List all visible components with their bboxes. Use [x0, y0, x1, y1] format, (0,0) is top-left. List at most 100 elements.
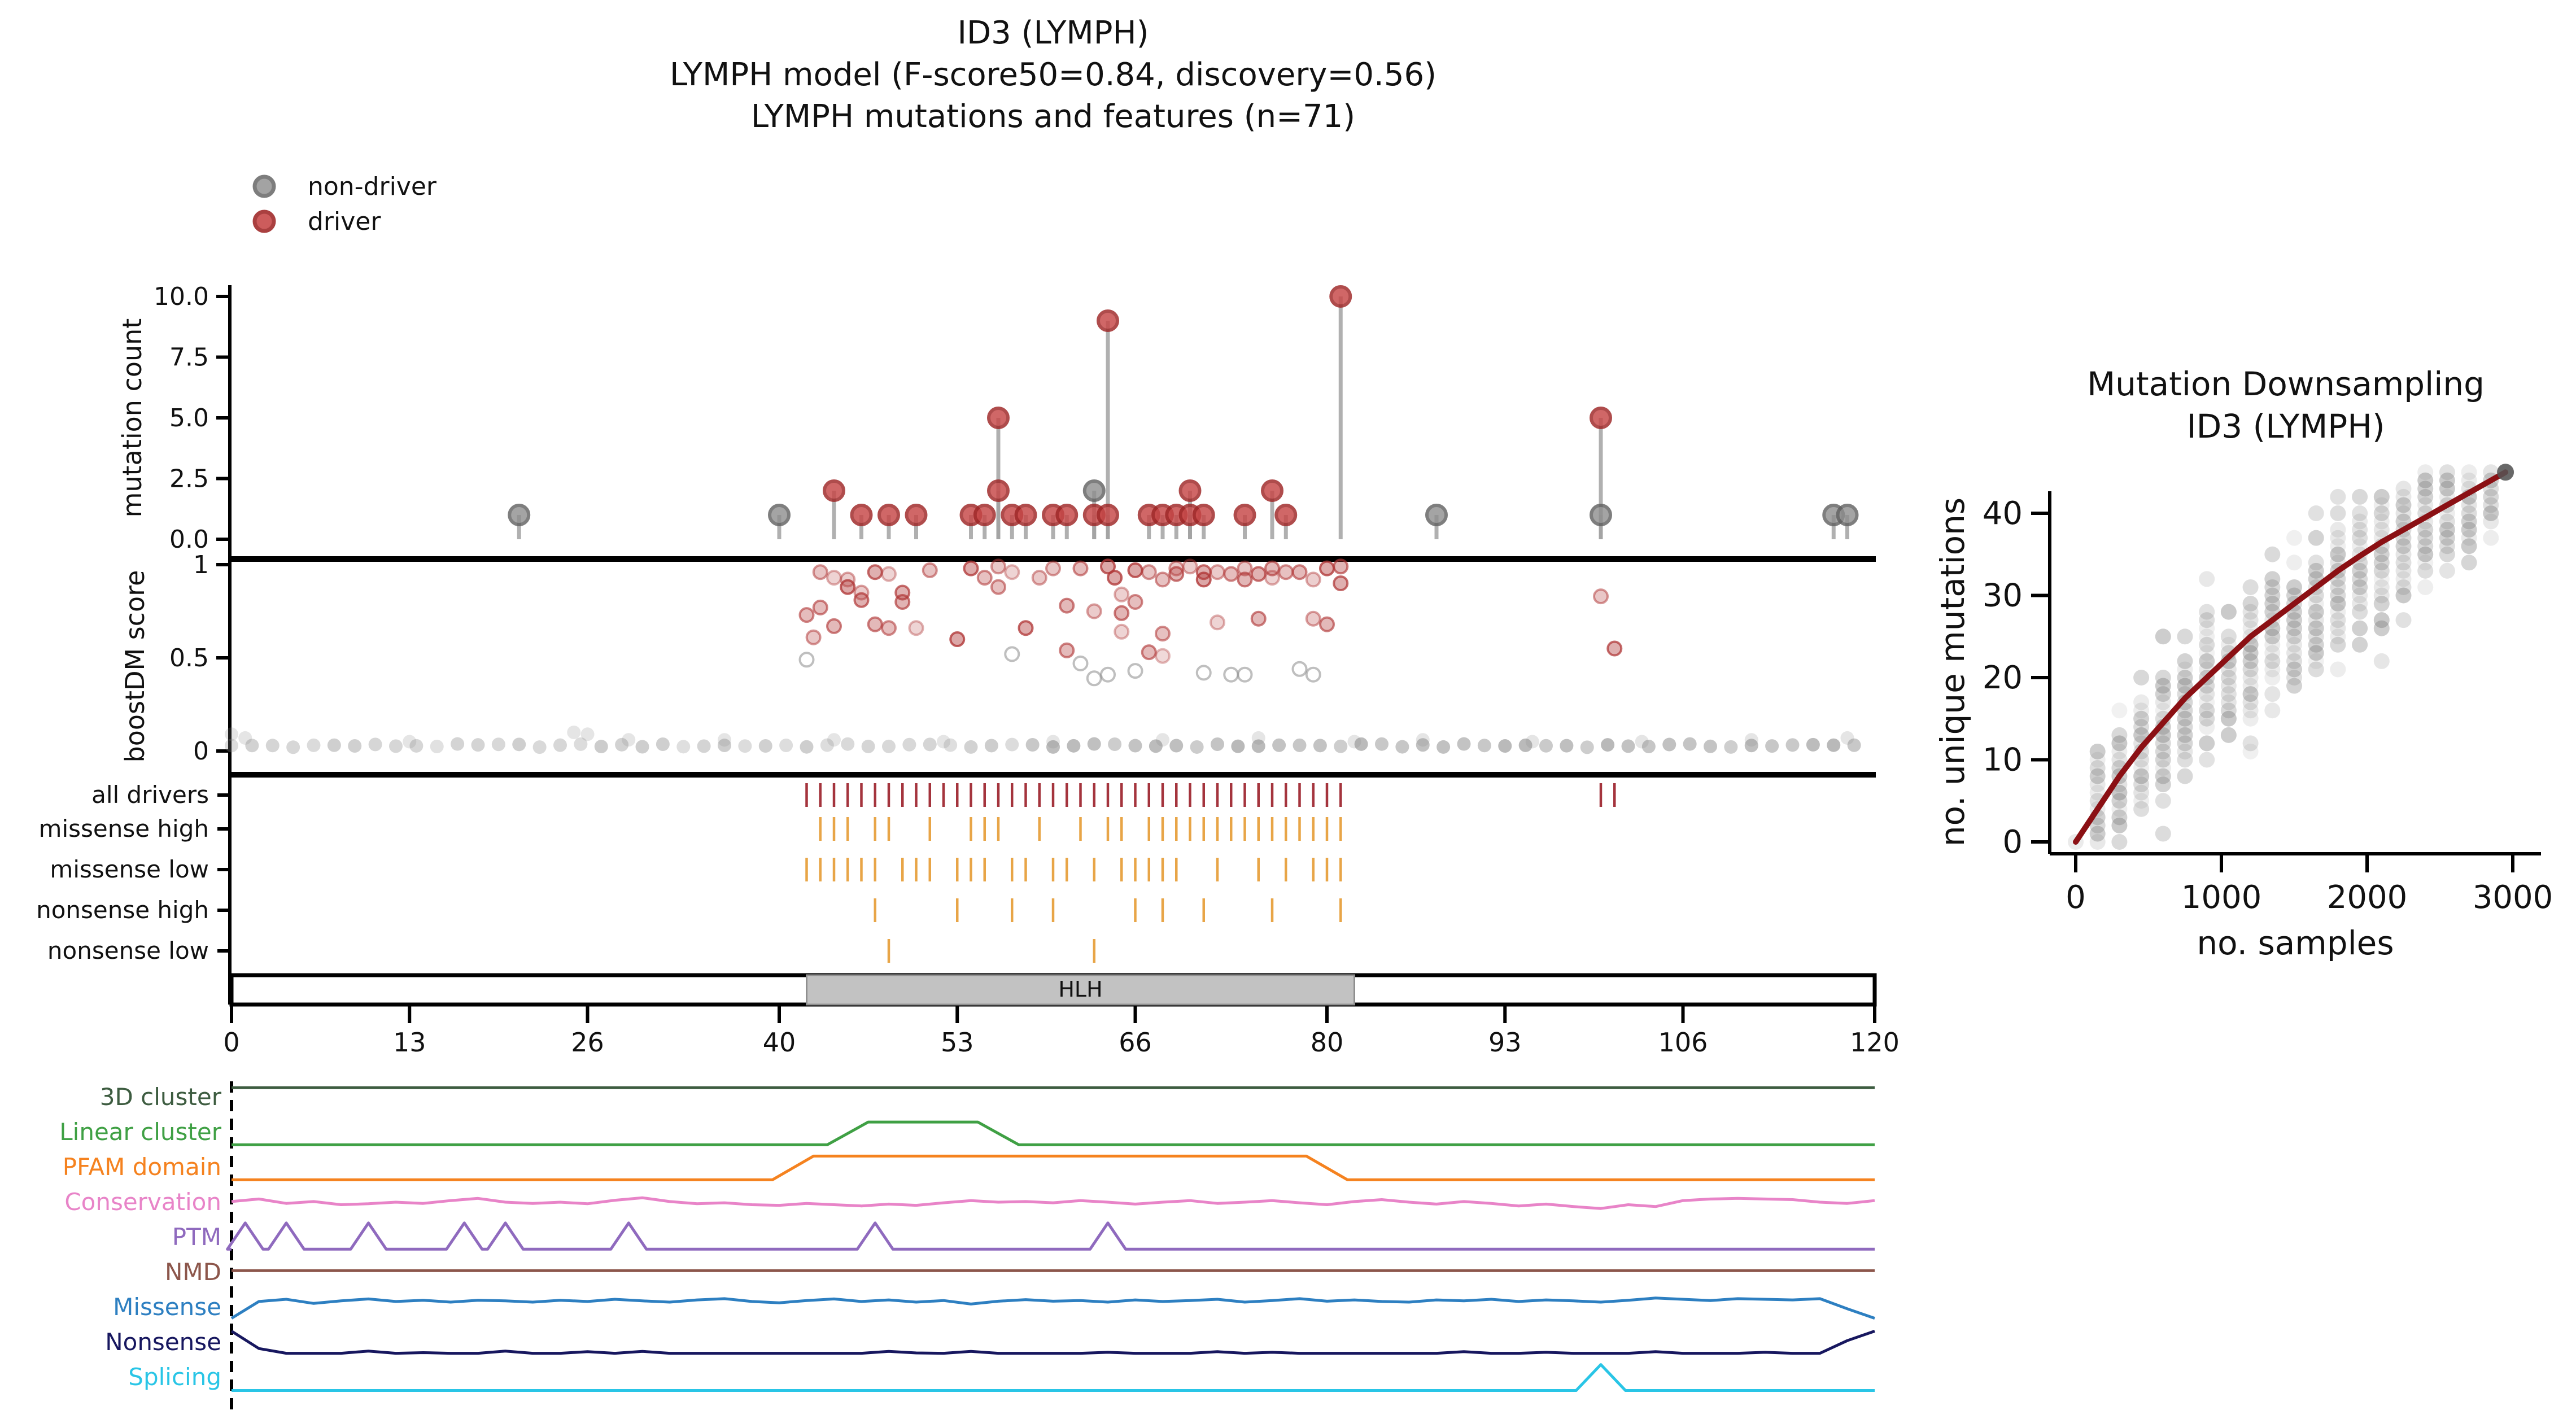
boostdm-point-driver — [867, 616, 883, 632]
boostdm-point-low — [1128, 739, 1142, 753]
boostdm-point-driver — [826, 570, 842, 586]
boostdm-point-low — [1334, 739, 1348, 753]
feature-track-label: Splicing — [128, 1363, 221, 1391]
needle-head-driver — [1178, 479, 1202, 502]
boostdm-point-low — [964, 740, 978, 754]
needle-head-non-driver — [1425, 504, 1448, 526]
downsampling-point — [2286, 636, 2302, 653]
boostdm-point-driver — [1031, 570, 1047, 586]
downsampling-point — [2242, 702, 2259, 719]
downsampling-point — [2111, 817, 2128, 833]
boostdm-point-driver — [1305, 571, 1321, 588]
downsampling-point — [2264, 645, 2281, 661]
x-axis-tick-label: 0 — [223, 1027, 239, 1058]
title-line-2: LYMPH model (F-score50=0.84, discovery=0… — [670, 56, 1437, 93]
downsampling-point — [2308, 628, 2324, 645]
downsampling-point — [2308, 596, 2324, 612]
downsampling-point — [2220, 686, 2237, 702]
boostdm-point-driver — [1059, 642, 1075, 658]
boostdm-point-low — [1662, 737, 1676, 752]
boostdm-point-driver — [826, 618, 842, 634]
boostdm-point-low — [1046, 740, 1060, 754]
downsampling-point — [2242, 710, 2259, 727]
x-axis-tick-label: 120 — [1850, 1027, 1900, 1058]
needle-head-driver — [905, 504, 928, 526]
downsampling-point — [2111, 743, 2128, 759]
x-axis-tick-label: 106 — [1658, 1027, 1708, 1058]
boostdm-point-driver — [1127, 562, 1143, 578]
boostdm-point-nondriver — [1223, 666, 1239, 683]
boostdm-point-low — [238, 731, 252, 745]
downsampling-point — [2220, 710, 2237, 727]
downsampling-point — [2330, 596, 2346, 612]
needle-head-driver — [1192, 504, 1215, 526]
boostdm-point-low — [1251, 731, 1265, 745]
downsampling-point — [2330, 612, 2346, 628]
downsampling-point — [2439, 546, 2455, 562]
downsampling-point — [2111, 735, 2128, 752]
boostdm-point-driver — [798, 607, 815, 623]
downsampling-point — [2111, 727, 2128, 743]
downsampling-point — [2395, 562, 2412, 579]
boostdm-point-nondriver — [1305, 666, 1321, 683]
boostdm-point-driver — [908, 620, 924, 636]
downsampling-point — [2242, 612, 2259, 628]
downsampling-point — [2286, 661, 2302, 678]
downsampling-point — [2155, 735, 2171, 752]
feature-track-line — [230, 1296, 1875, 1320]
downsampling-point — [2242, 661, 2259, 678]
downsampling-point — [2199, 604, 2215, 620]
downsampling-point — [2439, 530, 2455, 546]
downsampling-point — [2199, 653, 2215, 669]
track-row-label: nonsense high — [36, 896, 209, 924]
boostdm-point-nondriver — [1072, 655, 1089, 671]
downsampling-point — [2417, 579, 2434, 595]
boostdm-point-low — [1847, 738, 1861, 752]
feature-track-label: Conservation — [64, 1188, 221, 1216]
boostdm-point-low — [1046, 735, 1060, 749]
downsampling-point — [2177, 727, 2193, 743]
downsampling-point — [2395, 579, 2412, 595]
downsampling-point — [2352, 579, 2368, 595]
downsampling-point — [2155, 752, 2171, 768]
downsampling-point — [2155, 678, 2171, 694]
downsampling-point — [2242, 604, 2259, 620]
downsampling-point — [2330, 628, 2346, 645]
downsampling-point — [2155, 826, 2171, 842]
downsampling-point — [2264, 546, 2281, 562]
boostdm-point-low — [1347, 735, 1361, 749]
downsampling-point — [2373, 620, 2390, 636]
legend-marker-non-driver — [252, 174, 276, 198]
downsampling-point — [2286, 579, 2302, 595]
boostdm-point-low — [594, 740, 608, 754]
downsampling-point — [2177, 710, 2193, 727]
boostdm-point-low — [697, 739, 711, 753]
boostdm-point-driver — [1305, 610, 1321, 627]
boostdm-point-low — [937, 735, 950, 749]
downsampling-point — [2417, 530, 2434, 546]
boostdm-point-low — [1635, 735, 1649, 749]
x-axis-tick-label: 66 — [1119, 1027, 1152, 1058]
downsampling-point — [2395, 497, 2412, 513]
boostdm-point-nondriver — [1086, 670, 1102, 687]
x-axis-tick-label: 53 — [941, 1027, 974, 1058]
boostdm-point-low — [1840, 731, 1854, 745]
legend-label: non-driver — [308, 172, 437, 201]
downsampling-point — [2373, 522, 2390, 538]
boostdm-point-low — [1025, 738, 1040, 752]
downsampling-point — [2439, 481, 2455, 497]
boostdm-point-low — [348, 739, 362, 753]
boostdm-point-driver — [1593, 588, 1609, 605]
track-row-label: nonsense low — [47, 937, 209, 964]
boostdm-point-driver — [1045, 560, 1061, 577]
downsampling-point — [2242, 670, 2259, 686]
needle-ylabel: mutation count — [117, 318, 147, 518]
downsampling-x-tick-label: 3000 — [2473, 879, 2553, 916]
boostdm-point-low — [718, 739, 731, 753]
boostdm-point-low — [1293, 738, 1307, 752]
title-line-1: ID3 (LYMPH) — [957, 15, 1149, 51]
boostdm-point-driver — [1155, 626, 1171, 642]
boostdm-y-tick-label: 1 — [193, 551, 209, 579]
